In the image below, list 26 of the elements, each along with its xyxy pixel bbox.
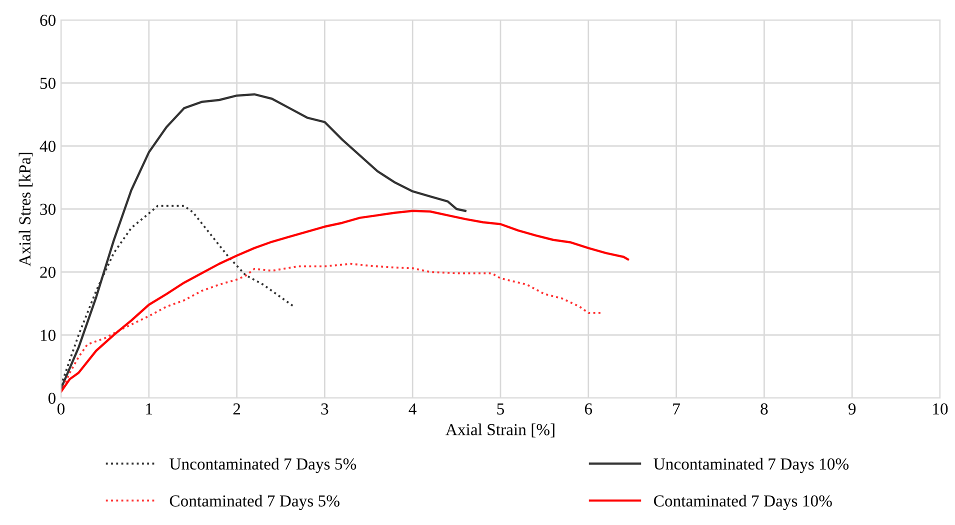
y-axis-title: Axial Stres [kPa] [18, 152, 33, 266]
line-series [61, 93, 466, 390]
y-tick-label: 60 [40, 14, 56, 26]
x-tick-label: 6 [584, 403, 592, 415]
x-tick-label: 8 [760, 403, 768, 415]
x-tick-label: 4 [408, 403, 417, 414]
y-tick-label: 0 [48, 392, 56, 404]
x-tick-label: 7 [673, 404, 680, 414]
y-tick-label: 40 [40, 140, 56, 152]
x-tick-label: 5 [497, 404, 504, 415]
x-tick-label: 1 [146, 403, 152, 414]
x-tick-label: 0 [57, 403, 65, 415]
line-series [61, 210, 630, 393]
x-tick-label: 2 [233, 403, 240, 414]
x-tick-label: 3 [321, 403, 328, 415]
y-tick-label: 50 [40, 78, 56, 89]
x-axis-title: Axial Strain [%] [446, 424, 554, 438]
legend-label: Uncontaminated 7 Days 5% [170, 458, 356, 474]
y-tick-label: 30 [40, 204, 56, 215]
x-tick-label: 9 [848, 403, 856, 415]
legend-label: Contaminated 7 Days 5% [170, 494, 340, 510]
legend-label: Uncontaminated 7 Days 10% [654, 458, 849, 474]
legend-label: Contaminated 7 Days 10% [654, 494, 832, 510]
y-tick-label: 20 [40, 266, 56, 278]
y-tick-label: 10 [40, 330, 56, 341]
x-tick-label: 10 [933, 403, 948, 415]
